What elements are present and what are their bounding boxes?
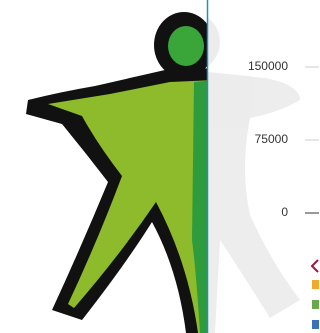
legend-marker bbox=[312, 300, 319, 309]
y-tick-label: 0 bbox=[281, 205, 288, 219]
y-tick-label: 75000 bbox=[255, 132, 289, 146]
screen: 150000 75000 0 bbox=[0, 0, 319, 333]
y-tick-label: 150000 bbox=[248, 59, 288, 73]
legend-marker bbox=[312, 320, 319, 329]
legend-marker bbox=[312, 280, 319, 289]
page: 150000 75000 0 (() => { const data = JSO… bbox=[0, 0, 319, 333]
